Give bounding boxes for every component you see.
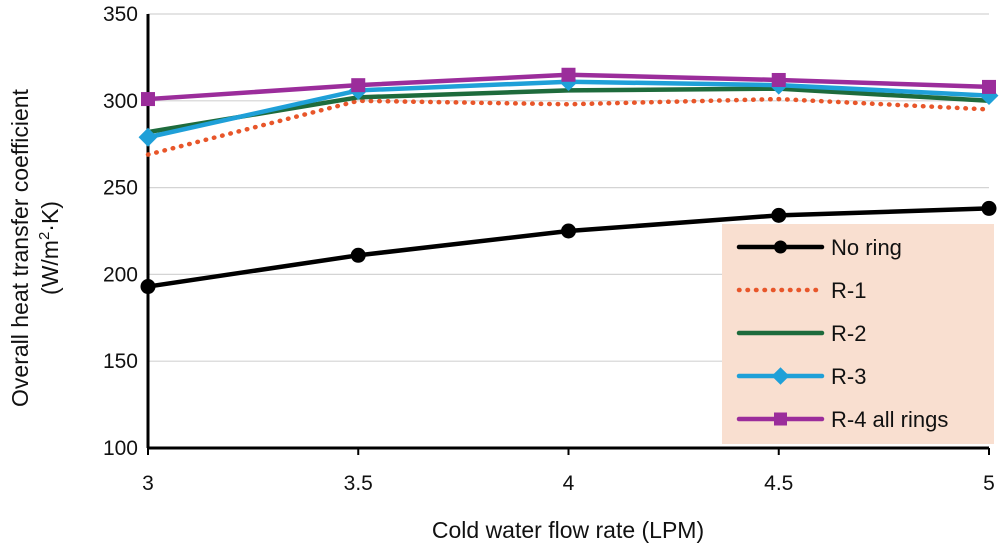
legend-marker: [774, 412, 787, 426]
y-tick-labels: 100 150 200 250 300 350: [103, 3, 138, 460]
y-axis-title-line1: Overall heat transfer coefficient: [7, 88, 33, 407]
legend-label: R-2: [831, 321, 866, 346]
y-tick-label: 300: [103, 90, 138, 113]
data-point: [138, 127, 158, 147]
legend-label: No ring: [831, 235, 902, 260]
data-point: [141, 92, 155, 107]
data-point: [140, 279, 156, 295]
x-tick-label: 3.5: [344, 472, 373, 495]
y-tick-label: 100: [103, 437, 138, 460]
legend-marker: [771, 367, 790, 385]
y-axis-title-unit: (W/m: [37, 240, 63, 295]
data-point: [981, 200, 997, 216]
series-r-4-all-rings: [141, 67, 996, 107]
y-axis-title: Overall heat transfer coefficient (W/m2·…: [7, 88, 63, 407]
legend-label: R-3: [831, 364, 866, 389]
y-tick-label: 250: [103, 177, 138, 200]
y-tick-label: 350: [103, 3, 138, 26]
x-tick-label: 3: [142, 472, 154, 495]
legend-item-r-1: R-1: [736, 278, 866, 303]
legend-item-no-ring: No ring: [736, 235, 902, 260]
legend-item-r-4-all-rings: R-4 all rings: [736, 407, 948, 432]
series-line: [145, 96, 992, 157]
data-point: [351, 78, 366, 93]
series-group: [138, 67, 999, 295]
data-point: [771, 72, 786, 87]
data-point: [982, 79, 996, 94]
series-r-1: [145, 96, 992, 157]
series-no-ring: [140, 200, 997, 295]
y-tick-label: 150: [103, 350, 138, 373]
x-axis-title: Cold water flow rate (LPM): [432, 517, 704, 543]
legend-item-r-2: R-2: [736, 321, 866, 346]
legend: No ring R-1 R-2 R-3 R-4 all rings: [722, 224, 994, 444]
y-tick-label: 200: [103, 263, 138, 286]
legend-item-r-3: R-3: [736, 364, 866, 389]
x-tick-label: 4.5: [764, 472, 793, 495]
legend-label: R-1: [831, 278, 866, 303]
x-tick-label: 4: [563, 472, 575, 495]
legend-label: R-4 all rings: [831, 407, 948, 432]
legend-marker: [774, 240, 787, 254]
data-point: [350, 247, 366, 263]
y-axis-title-unit-suffix: ·K): [37, 201, 63, 232]
data-point: [561, 67, 576, 82]
y-axis-title-unit-superscript: 2: [36, 232, 53, 240]
data-point: [561, 223, 576, 239]
x-tick-labels: 3 3.5 4 4.5 5: [142, 448, 995, 495]
data-point: [771, 207, 787, 223]
x-tick-label: 5: [983, 472, 995, 495]
y-axis-title-line2: (W/m2·K): [36, 201, 63, 295]
